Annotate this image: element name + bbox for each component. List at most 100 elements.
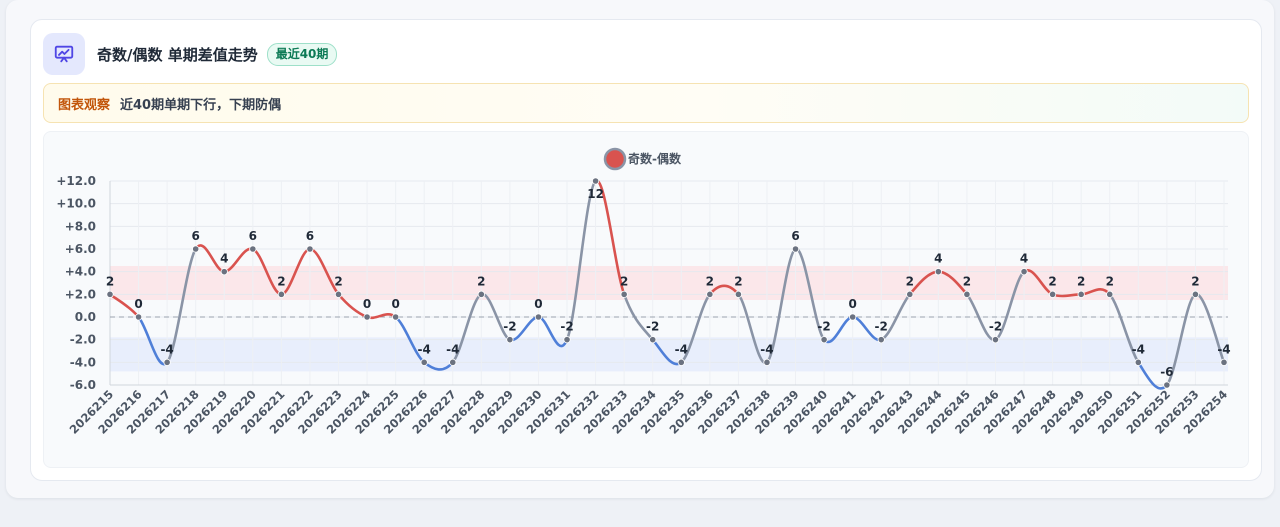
presentation-chart-icon: [43, 33, 85, 75]
data-label: 2: [1048, 274, 1056, 288]
y-tick-label: +10.0: [56, 197, 96, 211]
data-label: 0: [363, 297, 371, 311]
data-label: -2: [560, 320, 573, 334]
data-point: [1220, 358, 1228, 366]
data-point: [820, 336, 828, 344]
page-background: 奇数/偶数 单期差值走势 最近40期 图表观察 近40期单期下行，下期防偶 +1…: [6, 0, 1274, 498]
data-label: -4: [418, 342, 431, 356]
data-point: [1077, 290, 1085, 298]
data-label: 2: [277, 274, 285, 288]
data-point: [334, 290, 343, 298]
legend: 奇数-偶数: [603, 147, 682, 171]
y-tick-label: +6.0: [65, 242, 96, 256]
data-point: [477, 290, 485, 298]
data-point: [506, 336, 514, 344]
data-point: [163, 358, 171, 366]
data-label: 2: [1106, 274, 1114, 288]
data-label: 12: [587, 187, 604, 201]
data-point: [649, 336, 657, 344]
data-point: [420, 358, 428, 366]
data-label: -2: [817, 320, 830, 334]
y-tick-label: +2.0: [65, 287, 96, 301]
card-header: 奇数/偶数 单期差值走势 最近40期: [43, 32, 338, 76]
y-tick-label: -4.0: [70, 355, 96, 369]
chart-title: 奇数/偶数 单期差值走势: [97, 45, 258, 64]
data-label: 6: [192, 229, 200, 243]
data-point: [706, 290, 714, 298]
data-label: 2: [620, 274, 628, 288]
data-label: -6: [1160, 365, 1173, 379]
data-label: 2: [963, 274, 971, 288]
series-line-segment: [451, 293, 483, 364]
y-tick-label: +8.0: [65, 219, 96, 233]
y-tick-label: +12.0: [56, 174, 96, 188]
data-point: [1020, 268, 1028, 276]
observation-text: 近40期单期下行，下期防偶: [120, 97, 282, 113]
data-point: [134, 313, 143, 321]
data-point: [277, 290, 285, 298]
data-label: 2: [734, 274, 742, 288]
data-label: 4: [220, 252, 228, 266]
data-point: [963, 290, 971, 298]
data-point: [734, 290, 743, 298]
data-label: 2: [1191, 274, 1199, 288]
chart-observation: 图表观察 近40期单期下行，下期防偶: [43, 83, 1249, 123]
data-label: 2: [106, 274, 114, 288]
data-label: 0: [534, 297, 542, 311]
data-label: 4: [934, 252, 942, 266]
data-point: [620, 290, 628, 298]
data-point: [449, 358, 457, 366]
data-label: -4: [1217, 342, 1230, 356]
data-label: 2: [706, 274, 714, 288]
data-label: -4: [760, 342, 773, 356]
data-label: -4: [446, 342, 459, 356]
observation-label: 图表观察: [58, 97, 111, 113]
data-label: 0: [134, 297, 142, 311]
data-point: [906, 290, 914, 298]
data-point: [877, 336, 885, 344]
data-label: 6: [306, 229, 314, 243]
data-point: [106, 290, 114, 298]
y-tick-label: 0.0: [75, 310, 96, 324]
data-label: 2: [1077, 274, 1085, 288]
data-label: -2: [989, 320, 1002, 334]
reference-band: [110, 337, 1228, 372]
data-point: [849, 313, 857, 321]
data-point: [192, 245, 200, 253]
data-point: [934, 268, 942, 276]
series-line-segment: [622, 293, 655, 341]
data-point: [991, 336, 1000, 344]
series-line-segment: [1051, 293, 1083, 298]
data-point: [563, 336, 571, 344]
series-line-segment: [565, 179, 597, 341]
data-point: [763, 358, 771, 366]
data-point: [1163, 381, 1171, 389]
data-point: [249, 245, 257, 253]
series-line-segment: [1165, 293, 1197, 387]
data-label: 6: [791, 229, 799, 243]
y-tick-label: -2.0: [70, 333, 96, 347]
data-label: -2: [503, 320, 516, 334]
legend-label: 奇数-偶数: [628, 151, 682, 166]
data-point: [1134, 358, 1142, 366]
legend-marker: [603, 147, 627, 171]
data-label: 6: [249, 229, 257, 243]
series-line-segment: [679, 293, 712, 364]
series-line-segment: [1108, 293, 1140, 364]
line-chart: +12.0 +10.0 +8.0 +6.0 +4.0 +2.0 0.0 -2.0 -4.0 -6.…: [56, 147, 1231, 437]
data-label: 4: [1020, 252, 1028, 266]
data-label: -2: [875, 320, 888, 334]
data-point: [220, 268, 228, 276]
data-label: -4: [675, 342, 688, 356]
data-point: [677, 358, 685, 366]
data-label: -4: [1132, 342, 1145, 356]
period-badge: 最近40期: [266, 42, 338, 66]
data-label: -4: [160, 342, 173, 356]
data-point: [1049, 290, 1057, 298]
data-label: 0: [848, 297, 856, 311]
data-point: [1191, 290, 1200, 298]
data-point: [1106, 290, 1114, 298]
data-label: 0: [391, 297, 399, 311]
data-label: 2: [334, 274, 342, 288]
series-line-segment: [765, 247, 797, 364]
